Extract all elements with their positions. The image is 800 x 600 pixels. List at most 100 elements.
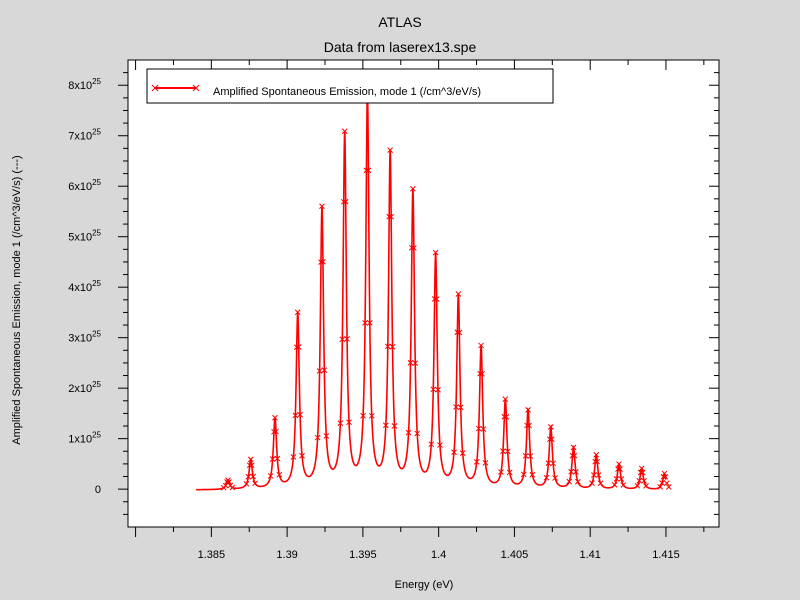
series-point xyxy=(665,484,672,490)
series-point xyxy=(299,452,305,459)
series-point xyxy=(643,483,649,489)
series-point xyxy=(366,320,373,326)
series-point xyxy=(613,476,620,482)
series-point xyxy=(637,469,644,476)
series-point xyxy=(432,249,439,256)
y-tick-exponent: 25 xyxy=(92,330,101,339)
series-point xyxy=(546,436,553,443)
series-point xyxy=(503,414,510,420)
series-point xyxy=(597,480,604,487)
y-tick-exponent: 25 xyxy=(92,380,101,389)
series-point xyxy=(269,456,276,463)
series-point xyxy=(273,428,279,435)
series-point xyxy=(314,434,321,441)
legend: Amplified Spontaneous Emission, mode 1 (… xyxy=(146,68,554,104)
series-point xyxy=(247,456,254,463)
series-point xyxy=(248,462,255,469)
y-tick-mantissa: 6x10 xyxy=(68,181,92,193)
series-point xyxy=(568,468,575,475)
y-axis: 01x10252x10253x10254x10255x10256x10257x1… xyxy=(68,72,719,515)
series-point xyxy=(479,370,485,377)
legend-marker xyxy=(151,84,200,92)
series-point xyxy=(527,453,534,459)
series-point xyxy=(437,442,443,448)
series-point xyxy=(276,471,283,478)
series-point xyxy=(271,428,277,435)
y-tick-mantissa: 2x10 xyxy=(68,383,92,395)
series-point xyxy=(272,414,278,421)
series-point xyxy=(638,465,645,472)
series-point xyxy=(245,473,252,480)
y-tick-label: 1x1025 xyxy=(68,431,101,446)
series-point xyxy=(337,420,344,427)
series-point xyxy=(294,309,301,316)
series-point xyxy=(246,462,253,469)
series-point xyxy=(659,480,665,486)
x-tick-label: 1.405 xyxy=(501,549,529,561)
series-point xyxy=(316,368,323,374)
series-point xyxy=(290,454,297,460)
series-point xyxy=(455,291,462,297)
series-point xyxy=(529,471,536,478)
series-point xyxy=(386,213,393,220)
y-tick-mantissa: 8x10 xyxy=(68,80,92,92)
series-point xyxy=(639,469,646,476)
series-point xyxy=(267,473,274,479)
series-point xyxy=(430,386,437,393)
legend-label: Amplified Spontaneous Emission, mode 1 (… xyxy=(213,86,481,98)
legend-box xyxy=(146,68,554,104)
series-point xyxy=(591,472,597,478)
y-tick-mantissa: 3x10 xyxy=(68,333,92,345)
series-point xyxy=(498,469,504,475)
y-tick-mantissa: 0 xyxy=(95,484,101,496)
y-tick-label: 4x1025 xyxy=(68,279,101,294)
series-point xyxy=(522,453,529,459)
y-tick-label: 8x1025 xyxy=(68,77,101,92)
series-point xyxy=(459,450,466,456)
series-point xyxy=(342,198,349,205)
series-point xyxy=(389,343,396,350)
series-point xyxy=(548,436,555,443)
series-point xyxy=(339,336,346,343)
series-point xyxy=(410,185,416,192)
x-axis-label: Energy (eV) xyxy=(395,579,454,591)
series-point xyxy=(657,483,663,490)
y-tick-label: 6x1025 xyxy=(68,178,101,193)
y-tick-label: 7x1025 xyxy=(68,128,101,143)
series-point xyxy=(594,458,601,465)
series-point xyxy=(318,259,324,265)
series-point xyxy=(592,458,599,465)
x-tick-label: 1.41 xyxy=(579,549,600,561)
series-point xyxy=(566,478,573,485)
series-ase xyxy=(196,89,672,491)
series-point xyxy=(391,423,398,429)
y-tick-exponent: 25 xyxy=(92,128,101,137)
series-point xyxy=(412,360,419,367)
series-point xyxy=(456,329,463,336)
series-point xyxy=(634,482,641,489)
series-point xyxy=(473,459,480,465)
y-tick-mantissa: 1x10 xyxy=(68,434,92,446)
series-point xyxy=(243,480,250,487)
series-point xyxy=(595,472,602,478)
series-line xyxy=(196,92,667,491)
series-point xyxy=(435,386,441,393)
y-tick-label: 0 xyxy=(95,484,101,496)
series-point xyxy=(526,422,532,429)
series-point xyxy=(340,198,347,205)
series-point xyxy=(252,480,258,487)
series-point xyxy=(543,474,550,481)
series-point xyxy=(414,430,421,437)
series-point xyxy=(433,296,440,302)
series-point xyxy=(500,448,506,454)
series-point xyxy=(552,475,558,481)
series-point xyxy=(226,479,232,485)
series-point xyxy=(660,473,667,480)
x-axis: 1.385 1.39 1.395 1.4 1.405 1.41 1.415 xyxy=(135,60,705,561)
series-point xyxy=(502,396,509,403)
plot-area xyxy=(127,59,720,528)
series-point xyxy=(477,370,483,377)
series-point xyxy=(409,244,415,251)
series-point xyxy=(297,411,303,418)
y-tick-exponent: 25 xyxy=(92,77,101,86)
